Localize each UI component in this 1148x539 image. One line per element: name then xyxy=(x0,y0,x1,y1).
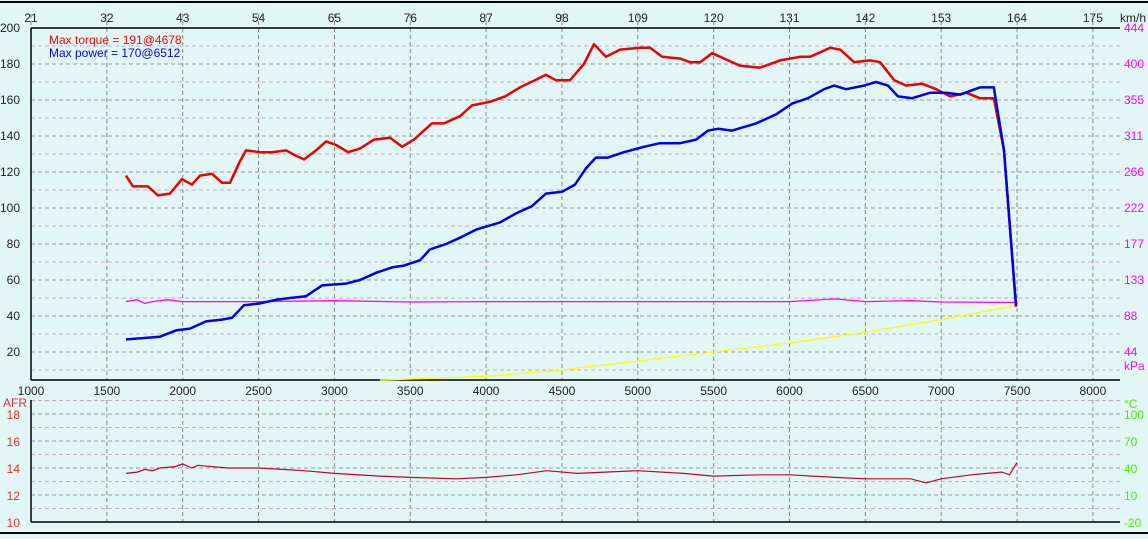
rpm-tick-label: 3000 xyxy=(321,384,348,398)
kpa-tick-label: 266 xyxy=(1124,165,1144,179)
y-tick-label: 20 xyxy=(7,345,21,359)
rpm-tick-label: 7500 xyxy=(1004,384,1031,398)
y-tick-label: 160 xyxy=(0,93,20,107)
rpm-tick-label: 1500 xyxy=(93,384,120,398)
kpa-tick-label: 222 xyxy=(1124,201,1144,215)
series-afr xyxy=(125,462,1018,484)
y-tick-label: 60 xyxy=(7,273,21,287)
series-power xyxy=(125,80,1018,341)
rpm-tick-label: 7000 xyxy=(928,384,955,398)
temp-tick-label: 40 xyxy=(1124,462,1138,476)
rpm-tick-label: 1000 xyxy=(18,384,45,398)
temp-tick-label: 10 xyxy=(1124,489,1138,503)
afr-tick-label: 14 xyxy=(7,462,21,476)
kpa-tick-label: 355 xyxy=(1124,93,1144,107)
kpa-tick-label: 133 xyxy=(1124,273,1144,287)
max-annotation: Max torque = 191@4678 xyxy=(49,33,182,47)
rpm-tick-label: 6500 xyxy=(852,384,879,398)
afr-tick-label: 10 xyxy=(7,516,21,530)
rpm-tick-label: 4500 xyxy=(549,384,576,398)
rpm-tick-label: 4000 xyxy=(473,384,500,398)
kpa-tick-label: 400 xyxy=(1124,57,1144,71)
temp-tick-label: 70 xyxy=(1124,435,1138,449)
y-tick-label: 80 xyxy=(7,237,21,251)
kpa-tick-label: 311 xyxy=(1124,129,1143,143)
max-annotation: Max power = 170@6512 xyxy=(49,46,181,60)
y-tick-label: 40 xyxy=(7,309,21,323)
rpm-tick-label: 2500 xyxy=(245,384,272,398)
afr-tick-label: 16 xyxy=(7,435,21,449)
series-manifold-pressure xyxy=(125,298,1018,305)
kpa-tick-label: 88 xyxy=(1124,309,1138,323)
rpm-tick-label: 3500 xyxy=(397,384,424,398)
rpm-tick-label: 8000 xyxy=(1080,384,1107,398)
y-tick-label: 140 xyxy=(0,129,20,143)
temp-axis-label: °C xyxy=(1124,397,1138,411)
temp-tick-label: 100 xyxy=(1124,408,1144,422)
y-tick-label: 180 xyxy=(0,57,20,71)
kpa-tick-label: 177 xyxy=(1124,237,1144,251)
kmh-axis-label: km/h xyxy=(1120,11,1146,25)
temp-tick-label: -20 xyxy=(1124,516,1142,530)
rpm-tick-label: 6000 xyxy=(776,384,803,398)
y-tick-label: 100 xyxy=(0,201,20,215)
afr-tick-label: 12 xyxy=(7,489,21,503)
rpm-tick-label: 5000 xyxy=(624,384,651,398)
afr-axis-label: AFR xyxy=(3,396,27,410)
rpm-tick-label: 2000 xyxy=(169,384,196,398)
rpm-tick-label: 5500 xyxy=(700,384,727,398)
kpa-tick-label: 44 xyxy=(1124,345,1138,359)
afr-tick-label: 18 xyxy=(7,408,21,422)
kpa-tick-label: 444 xyxy=(1124,21,1144,35)
series-torque xyxy=(124,42,1018,308)
y-tick-label: 120 xyxy=(0,165,20,179)
kpa-axis-label: kPa xyxy=(1124,359,1145,373)
series-drag xyxy=(379,304,1018,381)
y-tick-label: 200 xyxy=(0,21,20,35)
